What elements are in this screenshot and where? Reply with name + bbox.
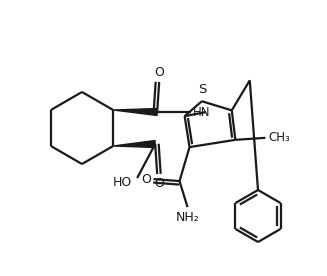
Polygon shape <box>113 108 157 115</box>
Text: O: O <box>154 66 164 79</box>
Text: NH₂: NH₂ <box>176 211 199 224</box>
Text: HO: HO <box>113 176 132 189</box>
Text: CH₃: CH₃ <box>268 131 290 144</box>
Polygon shape <box>113 140 155 147</box>
Text: O: O <box>142 172 151 185</box>
Text: HN: HN <box>193 105 211 118</box>
Text: O: O <box>154 177 164 190</box>
Text: S: S <box>198 83 206 96</box>
